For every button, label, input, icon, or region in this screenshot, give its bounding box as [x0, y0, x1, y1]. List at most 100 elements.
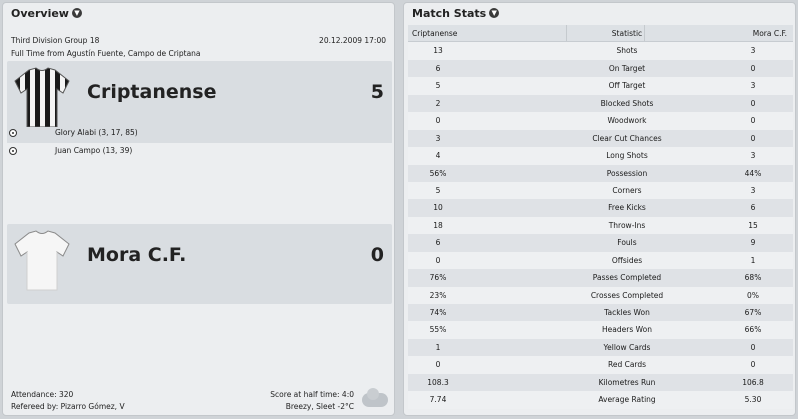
halftime-score: Score at half time: 4:0: [270, 390, 354, 399]
column-divider[interactable]: [566, 25, 567, 42]
stat-label: Possession: [606, 168, 648, 178]
stats-row: 13 Shots 3: [408, 42, 793, 60]
away-team-score: 0: [370, 244, 384, 266]
stat-away-value: 66%: [744, 325, 762, 335]
stat-home-value: 23%: [429, 290, 447, 300]
stat-label: Fouls: [617, 238, 637, 248]
stat-away-value: 44%: [744, 168, 762, 178]
stat-label: Headers Won: [602, 325, 652, 335]
away-kit-icon: [14, 230, 70, 291]
column-header-statistic[interactable]: Statistic: [611, 29, 643, 38]
stats-row: 5 Corners 3: [408, 181, 793, 200]
stats-row: 5 Off Target 3: [408, 77, 793, 95]
stat-away-value: 3: [750, 81, 756, 91]
stat-away-value: 9: [750, 238, 756, 248]
stat-away-value: 3: [750, 185, 756, 195]
stat-label: Tackles Won: [604, 308, 650, 317]
stats-header-row: Criptanense Statistic Mora C.F.: [408, 25, 793, 43]
stat-away-value: 0: [750, 98, 756, 108]
stats-row: 23% Crosses Completed 0%: [408, 286, 793, 304]
goal-ball-icon: [9, 147, 17, 155]
column-divider[interactable]: [644, 25, 645, 42]
stat-home-value: 56%: [429, 168, 447, 178]
chevron-down-icon[interactable]: ▼: [489, 8, 500, 18]
weather-label: Breezy, Sleet -2°C: [285, 402, 354, 411]
stat-home-value: 108.3: [427, 377, 449, 387]
chevron-down-icon[interactable]: ▼: [71, 8, 82, 18]
stat-home-value: 6: [435, 63, 441, 73]
stats-row: 108.3 Kilometres Run 106.8: [408, 373, 793, 392]
stats-row: 10 Free Kicks 6: [408, 199, 793, 217]
home-team-name[interactable]: Criptanense: [87, 81, 217, 103]
stats-row: 55% Headers Won 66%: [408, 321, 793, 339]
scorer-row: Juan Campo (13, 39): [7, 145, 392, 161]
scorer-name[interactable]: Juan Campo (13, 39): [55, 146, 133, 155]
stat-label: Long Shots: [606, 151, 648, 161]
match-stats-title: Match Stats: [412, 6, 487, 20]
stat-label: Corners: [612, 185, 642, 195]
stat-away-value: 6: [750, 203, 756, 213]
stat-away-value: 3: [750, 151, 756, 161]
stat-home-value: 55%: [429, 325, 447, 335]
sleet-icon: [362, 388, 388, 407]
stats-row: 0 Red Cards 0: [408, 356, 793, 374]
scorer-row: Glory Alabi (3, 17, 85): [7, 127, 392, 143]
home-kit-icon: [14, 67, 70, 128]
overview-header[interactable]: Overview ▼: [3, 3, 394, 23]
stat-away-value: 68%: [744, 273, 762, 283]
attendance-label: Attendance: 320: [11, 390, 74, 399]
stat-away-value: 0: [750, 342, 756, 352]
column-header-away[interactable]: Mora C.F.: [752, 29, 787, 38]
stat-home-value: 0: [435, 360, 441, 370]
away-team-name[interactable]: Mora C.F.: [87, 244, 187, 266]
stat-away-value: 67%: [744, 308, 762, 317]
stats-row: 1 Yellow Cards 0: [408, 338, 793, 357]
stat-home-value: 76%: [429, 273, 447, 283]
stat-home-value: 0: [435, 116, 441, 126]
stat-home-value: 5: [435, 81, 441, 91]
overview-title: Overview: [11, 6, 69, 20]
column-header-home[interactable]: Criptanense: [412, 29, 458, 38]
stat-home-value: 3: [435, 133, 441, 143]
stats-row: 56% Possession 44%: [408, 164, 793, 182]
stat-home-value: 1: [435, 342, 441, 352]
stat-away-value: 0: [750, 360, 756, 370]
stat-away-value: 15: [748, 220, 758, 230]
stat-home-value: 13: [433, 46, 443, 56]
referee-label: Refereed by: Pizarro Gómez, V: [11, 402, 125, 411]
competition-label: Third Division Group 18: [11, 36, 100, 45]
stat-away-value: 0: [750, 63, 756, 73]
stat-label: Shots: [616, 46, 638, 56]
stat-label: Woodwork: [607, 116, 647, 126]
stat-label: Off Target: [608, 81, 646, 91]
scorer-name[interactable]: Glory Alabi (3, 17, 85): [55, 128, 138, 137]
match-stats-header[interactable]: Match Stats ▼: [404, 3, 795, 23]
stat-label: Throw-Ins: [608, 220, 646, 230]
match-date: 20.12.2009 17:00: [319, 36, 386, 45]
stats-table: Criptanense Statistic Mora C.F. 13 Shots 3…: [408, 25, 793, 409]
stat-away-value: 106.8: [742, 377, 764, 387]
stat-away-value: 0: [750, 116, 756, 126]
overview-panel: Overview ▼ Third Division Group 18 20.12…: [2, 2, 395, 416]
home-team-score: 5: [370, 81, 384, 103]
stat-label: Yellow Cards: [603, 342, 651, 352]
stat-home-value: 5: [435, 185, 441, 195]
stat-home-value: 4: [435, 151, 441, 161]
stat-away-value: 1: [750, 255, 756, 265]
stats-row: 6 On Target 0: [408, 59, 793, 78]
stats-row: 6 Fouls 9: [408, 234, 793, 252]
stat-home-value: 18: [433, 220, 443, 230]
stat-label: Passes Completed: [592, 273, 662, 283]
stats-row: 0 Woodwork 0: [408, 112, 793, 130]
stats-row: 74% Tackles Won 67%: [408, 304, 793, 322]
stats-row: 7.74 Average Rating 5.30: [408, 391, 793, 409]
stat-home-value: 10: [433, 203, 443, 213]
venue-label: Full Time from Agustín Fuente, Campo de …: [11, 49, 201, 58]
stat-home-value: 6: [435, 238, 441, 248]
stat-label: Average Rating: [598, 395, 656, 405]
stats-row: 18 Throw-Ins 15: [408, 216, 793, 235]
stat-label: Red Cards: [607, 360, 647, 370]
stat-away-value: 5.30: [744, 395, 762, 405]
stats-row: 0 Offsides 1: [408, 251, 793, 270]
match-stats-panel: Match Stats ▼ Criptanense Statistic Mora…: [403, 2, 796, 416]
